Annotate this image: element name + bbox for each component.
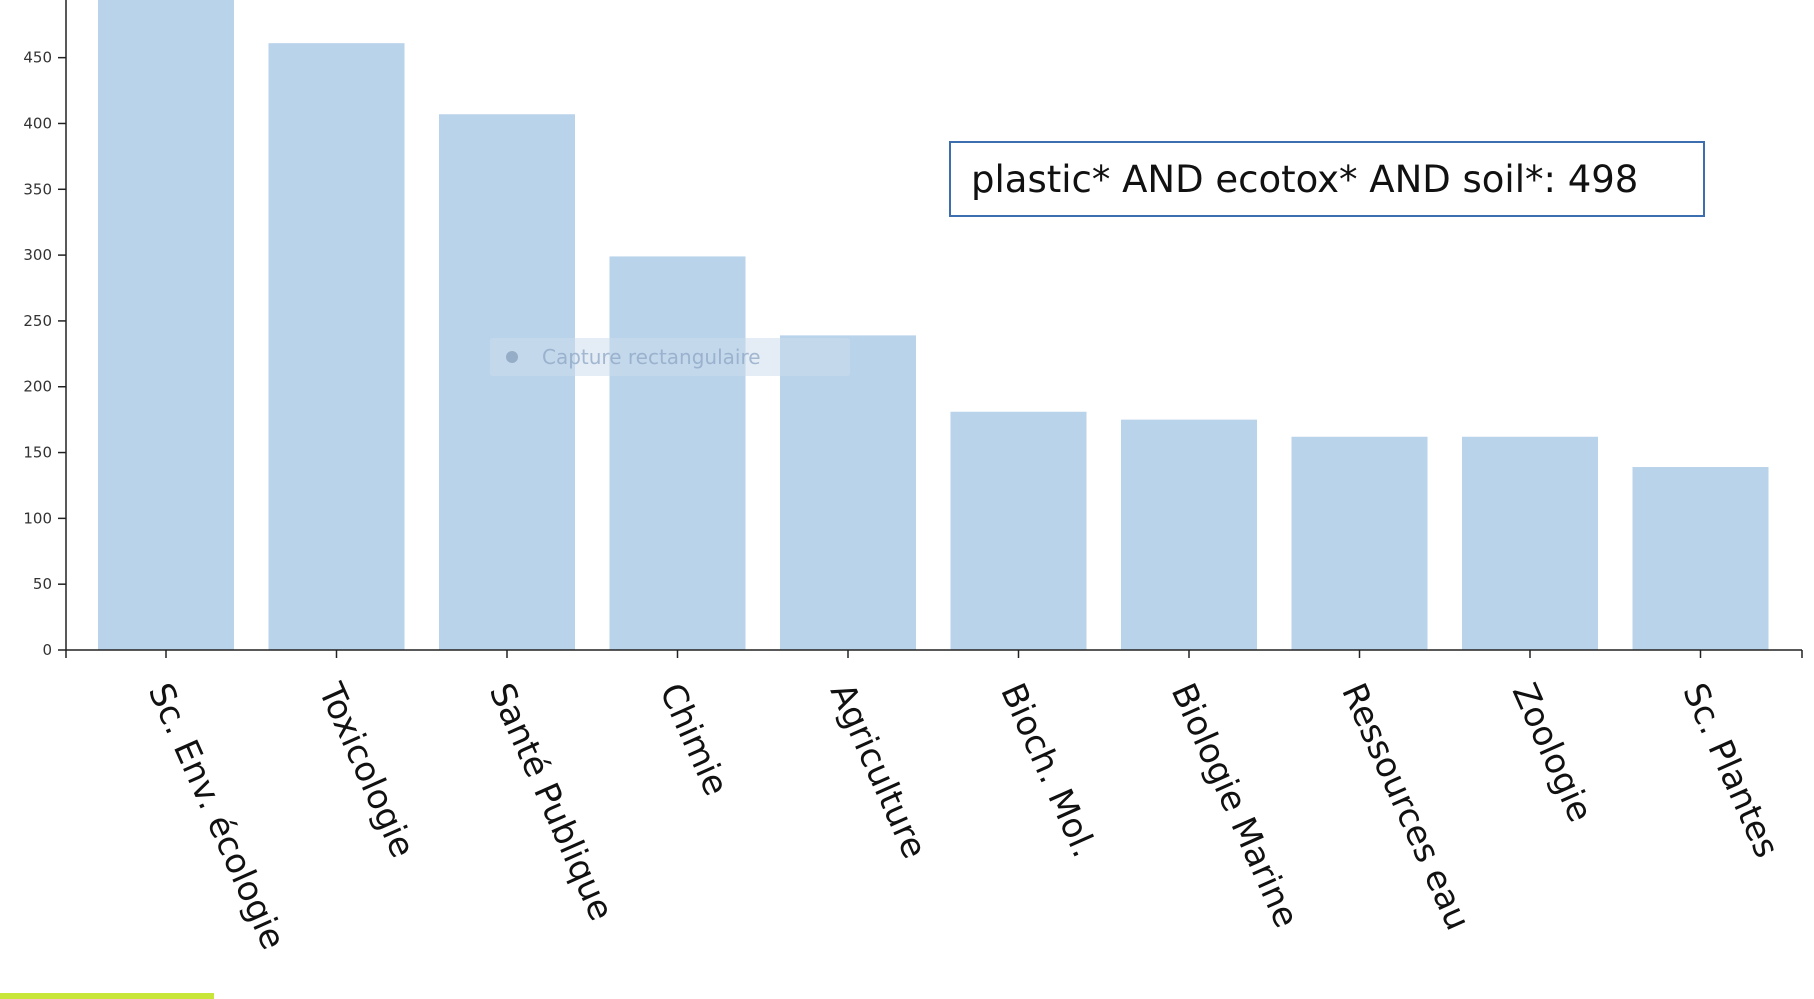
x-category-label: Ressources eau	[1333, 677, 1478, 936]
bar-bioch-mol	[950, 411, 1087, 650]
bar-zoologie	[1462, 436, 1598, 650]
x-category-label: Sc. Plantes	[1674, 677, 1786, 863]
bar-agriculture	[780, 335, 916, 650]
y-tick-label: 400	[23, 114, 52, 132]
y-tick-label: 100	[23, 509, 52, 527]
query-annotation-box: plastic* AND ecotox* AND soil*: 498	[949, 141, 1705, 217]
y-tick-label: 300	[23, 246, 52, 264]
x-category-label: Agriculture	[822, 677, 935, 864]
bar-ressources-eau	[1291, 436, 1428, 650]
y-tick-label: 350	[23, 180, 52, 198]
x-category-label: Zoologie	[1504, 677, 1600, 828]
x-axis: Sc. Env. écologie Toxicologie Santé Publiq…	[65, 649, 1803, 956]
y-axis: 0 50 100 150 200 250 300 350 400 450	[23, 0, 67, 659]
bar-toxicologie	[268, 43, 405, 651]
y-tick-label: 450	[23, 49, 52, 67]
x-category-label: Bioch. Mol.	[992, 677, 1104, 863]
bars-group	[98, 0, 1769, 651]
y-tick-label: 0	[42, 641, 52, 659]
bar-biologie-marine	[1121, 419, 1257, 650]
x-category-label: Chimie	[651, 677, 736, 801]
accent-strip	[0, 993, 214, 999]
bar-sc-plantes	[1632, 467, 1769, 650]
bar-chimie	[609, 256, 746, 650]
capture-tooltip: Capture rectangulaire	[490, 338, 850, 376]
y-tick-label: 50	[33, 575, 52, 593]
bar-sc-env-cologie	[98, 0, 234, 651]
record-dot-icon	[506, 351, 518, 363]
bar-sant-publique	[439, 114, 575, 650]
x-category-label: Biologie Marine	[1163, 677, 1306, 933]
y-tick-label: 250	[23, 312, 52, 330]
capture-tooltip-label: Capture rectangulaire	[542, 345, 761, 369]
x-category-label: Santé Publique	[481, 677, 621, 926]
x-category-label: Sc. Env. écologie	[140, 677, 293, 955]
y-tick-label: 200	[23, 378, 52, 396]
x-category-label: Toxicologie	[310, 676, 423, 863]
y-tick-label: 150	[23, 444, 52, 462]
query-annotation-text: plastic* AND ecotox* AND soil*: 498	[971, 157, 1639, 201]
